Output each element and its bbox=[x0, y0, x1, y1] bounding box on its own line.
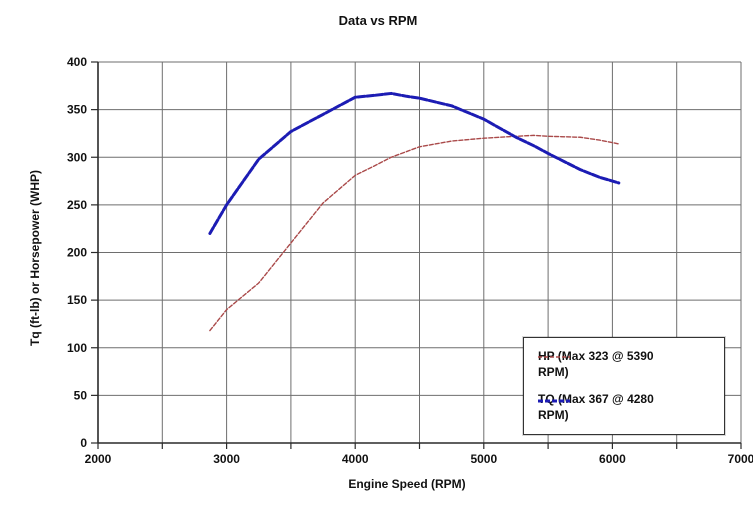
x-tick-label: 5000 bbox=[470, 452, 497, 466]
y-tick-label: 100 bbox=[67, 341, 87, 355]
hp-curve bbox=[209, 134, 620, 332]
chart-title: Data vs RPM bbox=[338, 13, 418, 28]
x-tick-label: 7000 bbox=[728, 452, 753, 466]
x-tick-label: 4000 bbox=[342, 452, 369, 466]
legend-item-tq: TQ (Max 367 @ 4280 RPM) bbox=[538, 391, 676, 423]
legend: HP (Max 323 @ 5390 RPM) TQ (Max 367 @ 42… bbox=[523, 337, 725, 435]
legend-label-tq: TQ (Max 367 @ 4280 RPM) bbox=[538, 392, 654, 422]
tq-curve bbox=[208, 91, 621, 235]
y-tick-label: 400 bbox=[67, 55, 87, 69]
legend-item-hp: HP (Max 323 @ 5390 RPM) bbox=[538, 348, 676, 380]
y-tick-label: 50 bbox=[74, 388, 88, 402]
hp-line-swatch bbox=[538, 356, 570, 358]
y-tick-label: 200 bbox=[67, 246, 87, 260]
y-axis-title: Tq (ft-lb) or Horsepower (WHP) bbox=[28, 170, 42, 346]
x-tick-label: 6000 bbox=[599, 452, 626, 466]
legend-label-hp: HP (Max 323 @ 5390 RPM) bbox=[538, 349, 654, 379]
y-tick-label: 300 bbox=[67, 150, 87, 164]
y-tick-label: 0 bbox=[80, 436, 87, 450]
y-tick-label: 350 bbox=[67, 103, 87, 117]
x-tick-label: 2000 bbox=[85, 452, 112, 466]
x-tick-label: 3000 bbox=[213, 452, 240, 466]
y-tick-label: 150 bbox=[67, 293, 87, 307]
y-tick-label: 250 bbox=[67, 198, 87, 212]
x-axis-title: Engine Speed (RPM) bbox=[348, 477, 466, 491]
tq-line-swatch bbox=[538, 399, 570, 403]
